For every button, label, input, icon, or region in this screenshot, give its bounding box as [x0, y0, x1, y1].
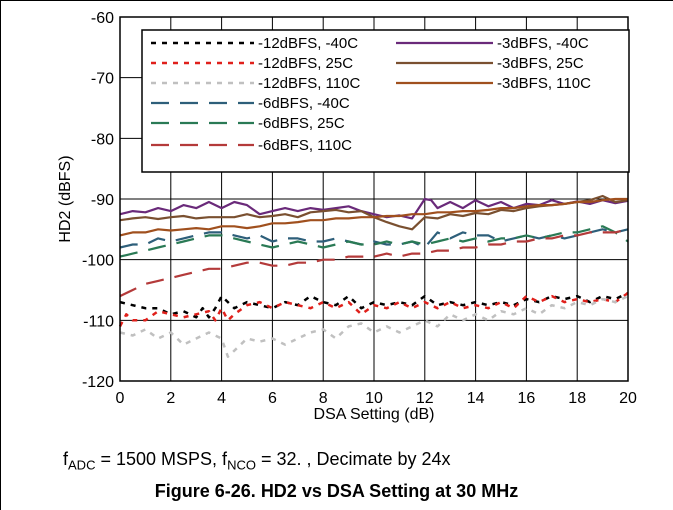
series-line-3 [119, 228, 629, 249]
legend-label-0: -12dBFS, -40C [258, 35, 358, 52]
legend-label-1: -12dBFS, 25C [258, 55, 353, 72]
series-line-5 [119, 228, 629, 298]
y-tick-label-2: -80 [91, 131, 114, 148]
hd2-chart: 0 2 4 6 8 10 12 14 16 18 20 -60 -70 -80 -90 -100 -110 -12… [57, 10, 637, 423]
series-line-1 [118, 291, 629, 327]
series-line-8 [119, 197, 628, 237]
x-tick-label-8: 16 [518, 390, 536, 407]
y-tick-label-0: -60 [91, 10, 114, 27]
legend-label-8: -3dBFS, 110C [497, 75, 591, 92]
x-tick-label-9: 18 [568, 390, 586, 407]
x-tick-label-3: 6 [268, 390, 277, 407]
x-tick-label-7: 14 [467, 390, 485, 407]
x-tick-label-4: 8 [319, 390, 328, 407]
x-tick-label-10: 20 [619, 390, 637, 407]
x-tick-label-1: 2 [166, 390, 175, 407]
legend-box [141, 29, 630, 173]
adc-rate-text: = 1500 MSPS, [95, 449, 223, 469]
legend-label-5: -6dBFS, 110C [258, 137, 352, 154]
y-tick-label-4: -100 [82, 253, 114, 270]
y-tick-label-6: -120 [82, 374, 114, 391]
x-tick-label-6: 12 [416, 390, 434, 407]
series-line-2 [119, 294, 629, 358]
page-top-border [0, 0, 673, 1]
f-adc-symbol: f [63, 449, 69, 469]
y-tick-label-3: -90 [91, 192, 114, 209]
figure-caption: Figure 6-26. HD2 vs DSA Setting at 30 MH… [154, 481, 519, 501]
legend-label-7: -3dBFS, 25C [497, 55, 584, 72]
y-tick-label-1: -70 [91, 71, 114, 88]
x-tick-label-5: 10 [365, 390, 383, 407]
legend-label-4: -6dBFS, 25C [258, 115, 345, 132]
x-axis-label: DSA Setting (dB) [314, 406, 435, 423]
x-tick-label-2: 4 [217, 390, 226, 407]
f-adc-subscript: ADC [68, 457, 96, 473]
legend-label-2: -12dBFS, 110C [258, 75, 360, 92]
plot-area-border [119, 16, 629, 382]
page-left-border [0, 0, 1, 510]
test-conditions: fADC = 1500 MSPS, fNCO = 32. , Decimate … [63, 449, 451, 473]
legend-label-3: -6dBFS, -40C [258, 95, 350, 112]
x-tick-label-0: 0 [116, 390, 125, 407]
series-line-0 [119, 291, 629, 319]
f-nco-subscript: NCO [227, 457, 256, 473]
y-axis-label: HD2 (dBFS) [57, 155, 74, 242]
nco-decimate-text: = 32. , Decimate by 24x [255, 449, 451, 469]
legend-label-6: -3dBFS, -40C [497, 35, 589, 52]
f-nco-symbol: f [222, 449, 228, 469]
series-line-4 [119, 225, 629, 258]
y-tick-label-5: -110 [83, 313, 114, 330]
